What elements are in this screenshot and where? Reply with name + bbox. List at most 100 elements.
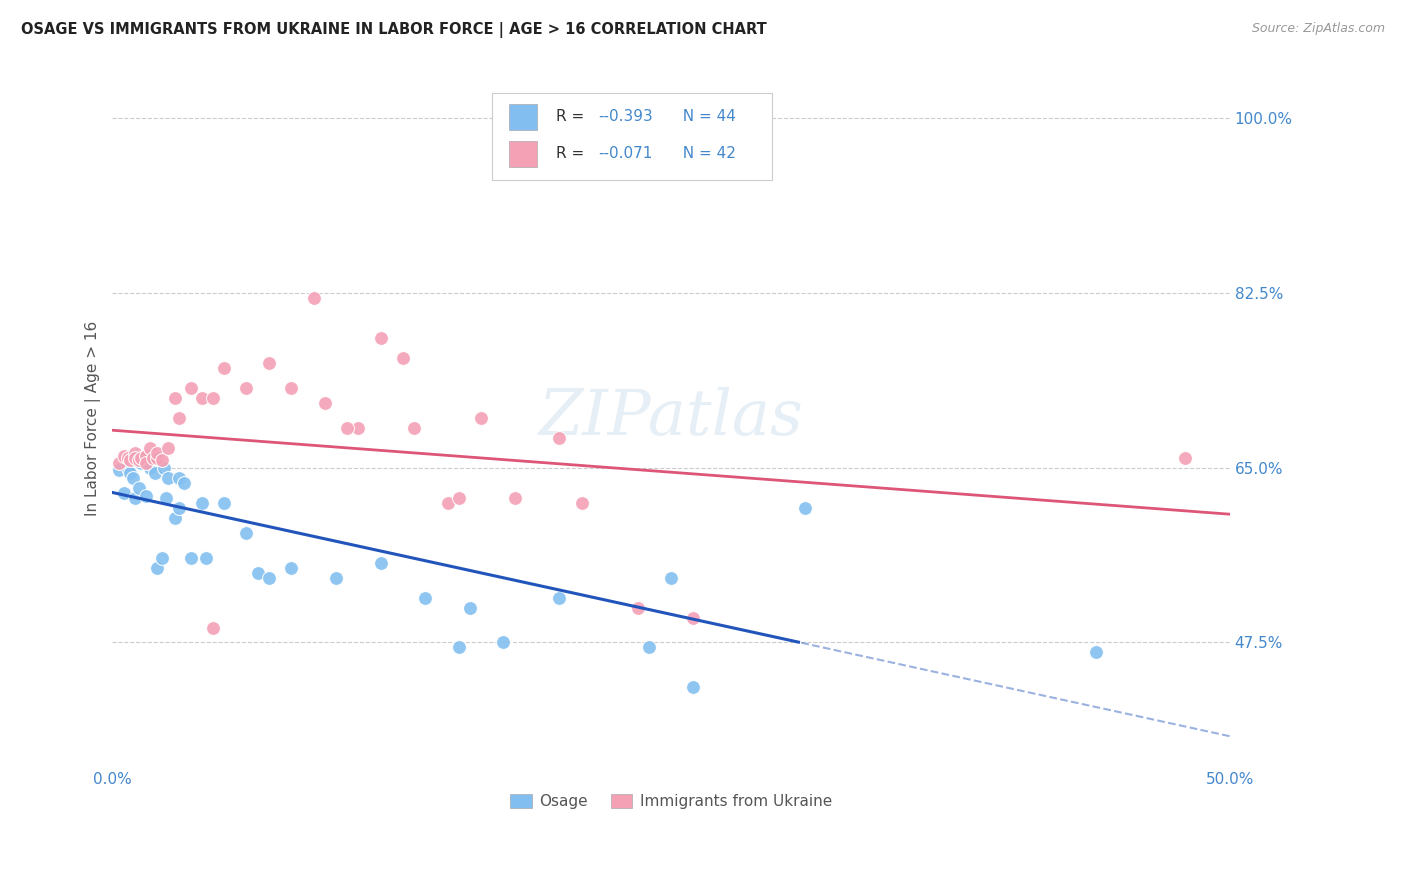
Point xyxy=(128,452,150,467)
Point xyxy=(131,456,153,470)
Point xyxy=(108,463,131,477)
Point xyxy=(157,441,180,455)
Point xyxy=(169,410,191,425)
Point xyxy=(280,560,302,574)
Point xyxy=(436,496,458,510)
Point xyxy=(191,391,214,405)
FancyBboxPatch shape xyxy=(509,103,537,130)
FancyBboxPatch shape xyxy=(509,141,537,167)
Point xyxy=(280,381,302,395)
Point xyxy=(257,356,280,370)
Point xyxy=(503,491,526,505)
Point xyxy=(492,635,515,649)
Point xyxy=(135,449,157,463)
Point xyxy=(548,591,571,605)
Point xyxy=(146,450,169,465)
Point xyxy=(637,640,659,655)
Point xyxy=(142,450,165,465)
Point xyxy=(1084,645,1107,659)
Point xyxy=(257,571,280,585)
Point xyxy=(142,450,165,465)
Point xyxy=(135,489,157,503)
Text: N = 42: N = 42 xyxy=(673,146,737,161)
Text: R =: R = xyxy=(555,110,589,125)
Point xyxy=(458,600,481,615)
Point xyxy=(201,391,224,405)
Point xyxy=(682,610,704,624)
Point xyxy=(124,450,146,465)
FancyBboxPatch shape xyxy=(492,93,772,180)
Point xyxy=(139,441,162,455)
Point xyxy=(347,421,370,435)
Point xyxy=(571,496,593,510)
Point xyxy=(314,396,336,410)
Text: OSAGE VS IMMIGRANTS FROM UKRAINE IN LABOR FORCE | AGE > 16 CORRELATION CHART: OSAGE VS IMMIGRANTS FROM UKRAINE IN LABO… xyxy=(21,22,766,38)
Point xyxy=(146,560,169,574)
Point xyxy=(195,550,218,565)
Text: ZIPatlas: ZIPatlas xyxy=(538,387,803,449)
Point xyxy=(191,496,214,510)
Point xyxy=(135,450,157,465)
Point xyxy=(1174,450,1197,465)
Point xyxy=(404,421,426,435)
Point xyxy=(173,475,195,490)
Point xyxy=(325,571,347,585)
Point xyxy=(131,450,153,465)
Text: R =: R = xyxy=(555,146,589,161)
Point xyxy=(163,510,186,524)
Point xyxy=(447,640,470,655)
Point xyxy=(153,460,176,475)
Point xyxy=(302,291,325,305)
Text: --0.071: --0.071 xyxy=(599,146,652,161)
Text: N = 44: N = 44 xyxy=(673,110,737,125)
Point xyxy=(108,456,131,470)
Point xyxy=(626,600,648,615)
Text: --0.393: --0.393 xyxy=(599,110,654,125)
Point xyxy=(201,620,224,634)
Point xyxy=(447,491,470,505)
Point xyxy=(121,471,143,485)
Point xyxy=(150,452,173,467)
Point xyxy=(120,452,142,467)
Point xyxy=(212,361,235,376)
Legend: Osage, Immigrants from Ukraine: Osage, Immigrants from Ukraine xyxy=(503,789,838,815)
Point xyxy=(548,431,571,445)
Point xyxy=(155,491,177,505)
Point xyxy=(659,571,682,585)
Point xyxy=(135,456,157,470)
Point xyxy=(146,450,169,465)
Point xyxy=(120,466,142,480)
Point xyxy=(124,491,146,505)
Point xyxy=(150,550,173,565)
Point xyxy=(235,381,257,395)
Point xyxy=(180,381,202,395)
Point xyxy=(139,460,162,475)
Point xyxy=(336,421,359,435)
Y-axis label: In Labor Force | Age > 16: In Labor Force | Age > 16 xyxy=(86,320,101,516)
Point xyxy=(117,460,139,475)
Point xyxy=(235,525,257,540)
Point xyxy=(370,556,392,570)
Point xyxy=(413,591,436,605)
Point xyxy=(157,471,180,485)
Point xyxy=(124,446,146,460)
Point xyxy=(392,351,415,365)
Text: Source: ZipAtlas.com: Source: ZipAtlas.com xyxy=(1251,22,1385,36)
Point xyxy=(128,481,150,495)
Point xyxy=(180,550,202,565)
Point xyxy=(169,471,191,485)
Point xyxy=(163,391,186,405)
Point xyxy=(370,331,392,345)
Point xyxy=(794,500,817,515)
Point xyxy=(124,452,146,467)
Point xyxy=(246,566,269,580)
Point xyxy=(143,466,166,480)
Point xyxy=(169,500,191,515)
Point xyxy=(117,450,139,465)
Point xyxy=(212,496,235,510)
Point xyxy=(470,410,492,425)
Point xyxy=(112,449,135,463)
Point xyxy=(146,446,169,460)
Point xyxy=(112,485,135,500)
Point xyxy=(682,681,704,695)
